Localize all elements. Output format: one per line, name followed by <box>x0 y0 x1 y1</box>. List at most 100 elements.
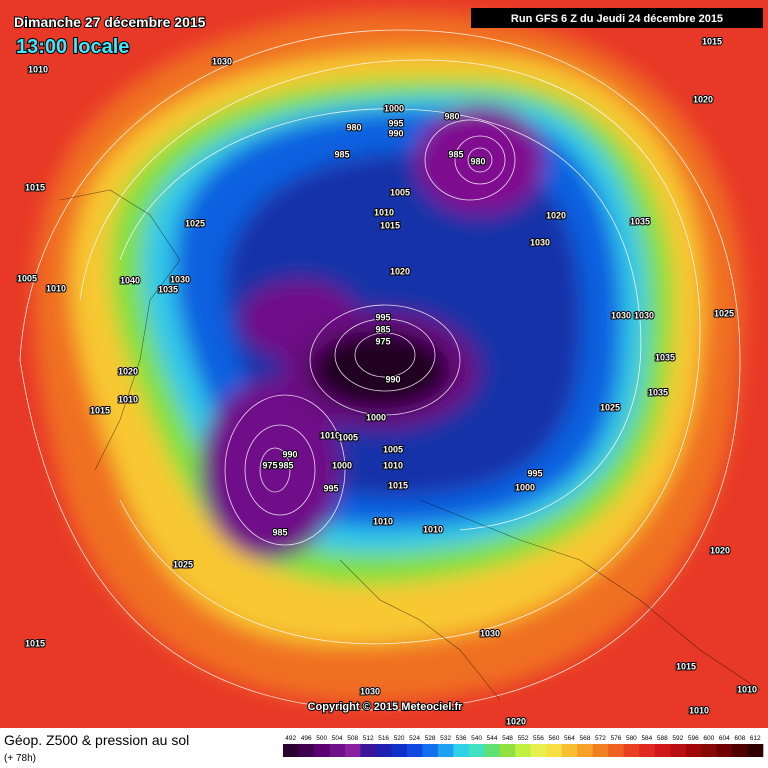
geopotential-shading <box>33 11 743 704</box>
footer-title: Géop. Z500 & pression au sol <box>4 732 189 748</box>
legend-tick-label: 528 <box>425 735 436 742</box>
isobar-label: 1040 <box>120 275 140 285</box>
legend-swatch <box>484 744 501 757</box>
legend-tick-label: 576 <box>610 735 621 742</box>
legend-tick-label: 508 <box>347 735 358 742</box>
isobar-label: 1020 <box>390 266 410 276</box>
legend-swatch <box>592 744 609 757</box>
legend-tick-label: 588 <box>657 735 668 742</box>
legend-tick-label: 548 <box>502 735 513 742</box>
isobar-label: 1020 <box>118 366 138 376</box>
legend-swatch <box>313 744 330 757</box>
legend-swatch <box>530 744 547 757</box>
legend-tick-label: 500 <box>316 735 327 742</box>
forecast-time: 13:00 locale <box>16 36 129 58</box>
isobar-lines <box>19 29 741 711</box>
isobar-label: 1010 <box>374 207 394 217</box>
isobar-label: 1010 <box>689 705 709 715</box>
isobar-label: 1025 <box>173 559 193 569</box>
legend-swatch <box>732 744 748 757</box>
legend-swatch <box>437 744 454 757</box>
legend-tick-label: 520 <box>394 735 405 742</box>
legend-tick-label: 512 <box>363 735 374 742</box>
legend-tick-label: 540 <box>471 735 482 742</box>
isobar-label: 1010 <box>423 524 443 534</box>
legend-swatch <box>422 744 439 757</box>
copyright: Copyright © 2015 Meteociel.fr <box>308 701 464 713</box>
isobar-label: 1025 <box>185 218 205 228</box>
low-atlantic <box>200 380 340 560</box>
isobar-label: 1025 <box>714 308 734 318</box>
isobar-label: 1000 <box>332 460 352 470</box>
legend-swatch <box>546 744 563 757</box>
isobar-label: 1035 <box>158 284 178 294</box>
isobar-label: 1035 <box>630 216 650 226</box>
isobar-label: 1015 <box>676 661 696 671</box>
color-legend: 492 496 500 504 508 512 516 520 524 528 532 536 540 5… <box>283 735 764 757</box>
legend-swatch <box>391 744 408 757</box>
isobar-label: 1015 <box>25 638 45 648</box>
isobar-label: 990 <box>385 374 400 384</box>
legend-tick-label: 572 <box>595 735 606 742</box>
legend-swatch <box>360 744 377 757</box>
isobar-label: 995 <box>388 118 403 128</box>
legend-tick-label: 504 <box>332 735 343 742</box>
legend-swatch <box>344 744 361 757</box>
isobar-label: 980 <box>444 111 459 121</box>
isobar-label: 995 <box>375 312 390 322</box>
isobar-label: 1035 <box>648 387 668 397</box>
isobar-label: 1010 <box>46 283 66 293</box>
isobar-label: 1005 <box>338 432 358 442</box>
legend-swatch <box>561 744 578 757</box>
legend-swatch <box>716 744 733 757</box>
isobar-label: 975 <box>262 460 277 470</box>
legend-swatch <box>608 744 624 757</box>
legend-tick-label: 604 <box>719 735 730 742</box>
isobar-label: 1000 <box>384 103 404 113</box>
legend-tick-label: 600 <box>703 735 714 742</box>
legend-tick-label: 532 <box>440 735 451 742</box>
legend-tick-label: 516 <box>378 735 389 742</box>
isobar-label: 1035 <box>655 352 675 362</box>
isobar-label: 1010 <box>28 64 48 74</box>
legend-swatch <box>701 744 717 757</box>
isobar-label: 985 <box>334 149 349 159</box>
isobar-label: 1015 <box>380 220 400 230</box>
isobar-label: 1015 <box>25 182 45 192</box>
forecast-date: Dimanche 27 décembre 2015 <box>14 14 206 30</box>
isobar-label: 995 <box>527 468 542 478</box>
isobar-labels: 1010 1030 1015 1020 1015 1025 1005 1010 1040 1030… <box>16 35 758 727</box>
coastlines <box>59 189 761 701</box>
isobar-label: 1020 <box>546 210 566 220</box>
legend-swatch <box>685 744 702 757</box>
isobar-label: 985 <box>375 324 390 334</box>
isobar-label: 1020 <box>693 94 713 104</box>
isobar-label: 1010 <box>383 460 403 470</box>
legend-swatch <box>375 744 392 757</box>
legend-swatch <box>577 744 593 757</box>
isobar-label: 985 <box>278 460 293 470</box>
legend-tick-label: 560 <box>549 735 560 742</box>
legend-tick-label: 544 <box>487 735 498 742</box>
isobar-label: 1030 <box>170 274 190 284</box>
isobar-label: 1025 <box>600 402 620 412</box>
legend-tick-label: 552 <box>518 735 529 742</box>
isobar-label: 990 <box>282 449 297 459</box>
vortex-core <box>310 330 450 410</box>
legend-swatch <box>453 744 470 757</box>
isobar-label: 1005 <box>383 444 403 454</box>
isobar-label: 1030 <box>360 686 380 696</box>
isobar-label: 1015 <box>388 480 408 490</box>
isobar-label: 1030 <box>634 310 654 320</box>
legend-swatch <box>298 744 315 757</box>
legend-swatch <box>623 744 640 757</box>
footer-lead: (+ 78h) <box>4 753 36 764</box>
isobar-label: 1030 <box>530 237 550 247</box>
isobar-label: 1015 <box>702 36 722 46</box>
legend-tick-label: 492 <box>285 735 296 742</box>
isobar-label: 1020 <box>506 716 526 726</box>
isobar-label: 1005 <box>390 187 410 197</box>
isobar-label: 985 <box>272 527 287 537</box>
low-north <box>415 105 545 215</box>
